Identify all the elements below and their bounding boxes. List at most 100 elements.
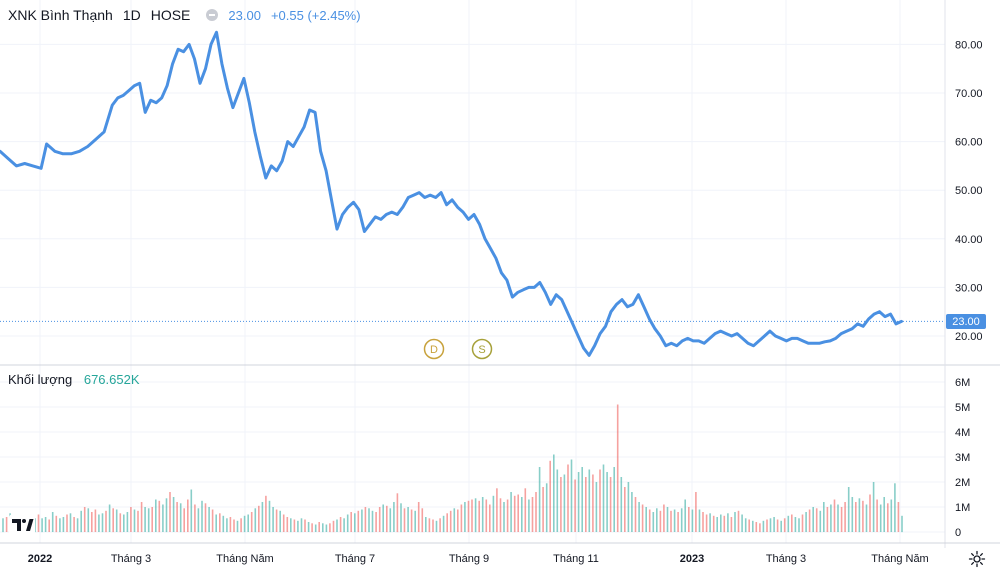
volume-header: Khối lượng 676.652K: [8, 372, 140, 387]
volume-bar: [165, 498, 168, 533]
volume-bar: [442, 515, 445, 533]
volume-bar: [354, 513, 356, 533]
volume-bar: [250, 512, 253, 532]
volume-bar: [545, 483, 548, 533]
volume-bar: [393, 502, 395, 532]
volume-bar: [364, 507, 367, 532]
volume-bar: [293, 519, 296, 532]
volume-bar: [805, 512, 807, 532]
volume-bar: [666, 507, 669, 532]
volume-bars: [2, 404, 903, 533]
volume-bar: [478, 500, 480, 533]
volume-bar: [894, 483, 896, 533]
volume-bar: [297, 520, 299, 533]
volume-bar: [300, 518, 303, 533]
volume-bar: [542, 487, 544, 532]
volume-bar: [247, 514, 249, 532]
volume-bar: [624, 487, 626, 532]
volume-tick-label: 4M: [955, 427, 970, 439]
volume-bar: [91, 512, 93, 532]
volume-bar: [798, 518, 800, 533]
volume-bar: [560, 477, 562, 532]
volume-bar: [222, 515, 225, 533]
volume-bar: [94, 509, 97, 532]
volume-bar: [641, 504, 644, 532]
volume-bar: [346, 514, 349, 532]
volume-bar: [265, 495, 267, 533]
volume-bar: [481, 497, 484, 532]
volume-bar: [147, 508, 150, 533]
volume-bar: [368, 508, 370, 533]
volume-bar: [329, 523, 331, 533]
volume-bar: [645, 507, 647, 532]
last-price: 23.00: [228, 7, 261, 23]
volume-bar: [783, 518, 786, 533]
time-tick-label: Tháng 9: [449, 553, 489, 565]
volume-bar: [563, 474, 566, 532]
volume-bar: [620, 477, 623, 532]
volume-bar: [332, 520, 335, 533]
volume-bar: [549, 460, 551, 533]
volume-bar: [318, 522, 320, 532]
volume-bar: [279, 510, 281, 533]
volume-bar: [162, 504, 164, 532]
time-tick-label: Tháng 11: [553, 553, 599, 565]
volume-bar: [780, 520, 782, 533]
volume-bar: [616, 404, 619, 532]
volume-bar: [197, 508, 200, 533]
collapse-icon[interactable]: [206, 9, 219, 21]
volume-bar: [80, 510, 82, 533]
volume-bar: [684, 499, 686, 532]
volume-bar: [890, 499, 893, 532]
volume-bar: [48, 519, 50, 532]
volume-bar: [69, 513, 72, 533]
volume-value: 676.652K: [83, 372, 140, 387]
volume-bar: [709, 513, 711, 533]
symbol-name[interactable]: XNK Bình Thạnh: [8, 7, 113, 23]
volume-bar: [723, 515, 726, 533]
volume-bar: [521, 497, 523, 532]
time-axis: 2022 Tháng 3 Tháng Năm Tháng 7 Tháng 9 Tháng …: [28, 553, 929, 565]
volume-bar: [844, 502, 846, 532]
volume-bar: [432, 519, 434, 532]
volume-bar: [847, 487, 850, 532]
volume-bar: [236, 520, 239, 533]
volume-bar: [652, 512, 655, 532]
volume-axis: 0 1M 2M 3M 4M 5M 6M: [955, 377, 970, 539]
volume-bar: [489, 504, 491, 532]
volume-bar: [897, 502, 900, 532]
split-marker[interactable]: S: [471, 338, 493, 360]
volume-bar: [631, 492, 633, 532]
volume-bar: [648, 509, 651, 532]
split-marker-label: S: [478, 344, 485, 356]
volume-bar: [396, 493, 399, 533]
volume-bar: [492, 495, 495, 533]
volume-bar: [400, 503, 402, 533]
time-tick-label: Tháng 3: [111, 553, 151, 565]
volume-bar: [268, 500, 271, 533]
volume-bar: [41, 518, 43, 533]
volume-bar: [876, 499, 878, 532]
volume-bar: [62, 517, 65, 532]
price-tick-label: 40.00: [955, 234, 983, 246]
volume-bar: [638, 502, 640, 532]
volume-bar: [869, 494, 871, 532]
volume-bar: [581, 467, 583, 532]
volume-bar: [698, 509, 701, 532]
volume-bar: [609, 477, 612, 532]
time-tick-label: Tháng 3: [766, 553, 806, 565]
volume-bar: [55, 515, 58, 533]
volume-bar: [460, 504, 463, 532]
interval-label[interactable]: 1D: [122, 7, 141, 23]
settings-gear-icon[interactable]: [968, 550, 986, 568]
grid-lines: [0, 0, 945, 543]
dividend-marker[interactable]: D: [423, 338, 445, 360]
volume-bar: [371, 510, 374, 533]
volume-bar: [151, 507, 153, 532]
price-tag: 23.00: [946, 314, 986, 329]
volume-bar: [485, 499, 488, 532]
volume-bar: [517, 494, 519, 532]
tradingview-logo-icon[interactable]: [9, 514, 35, 536]
volume-label[interactable]: Khối lượng: [8, 372, 73, 387]
